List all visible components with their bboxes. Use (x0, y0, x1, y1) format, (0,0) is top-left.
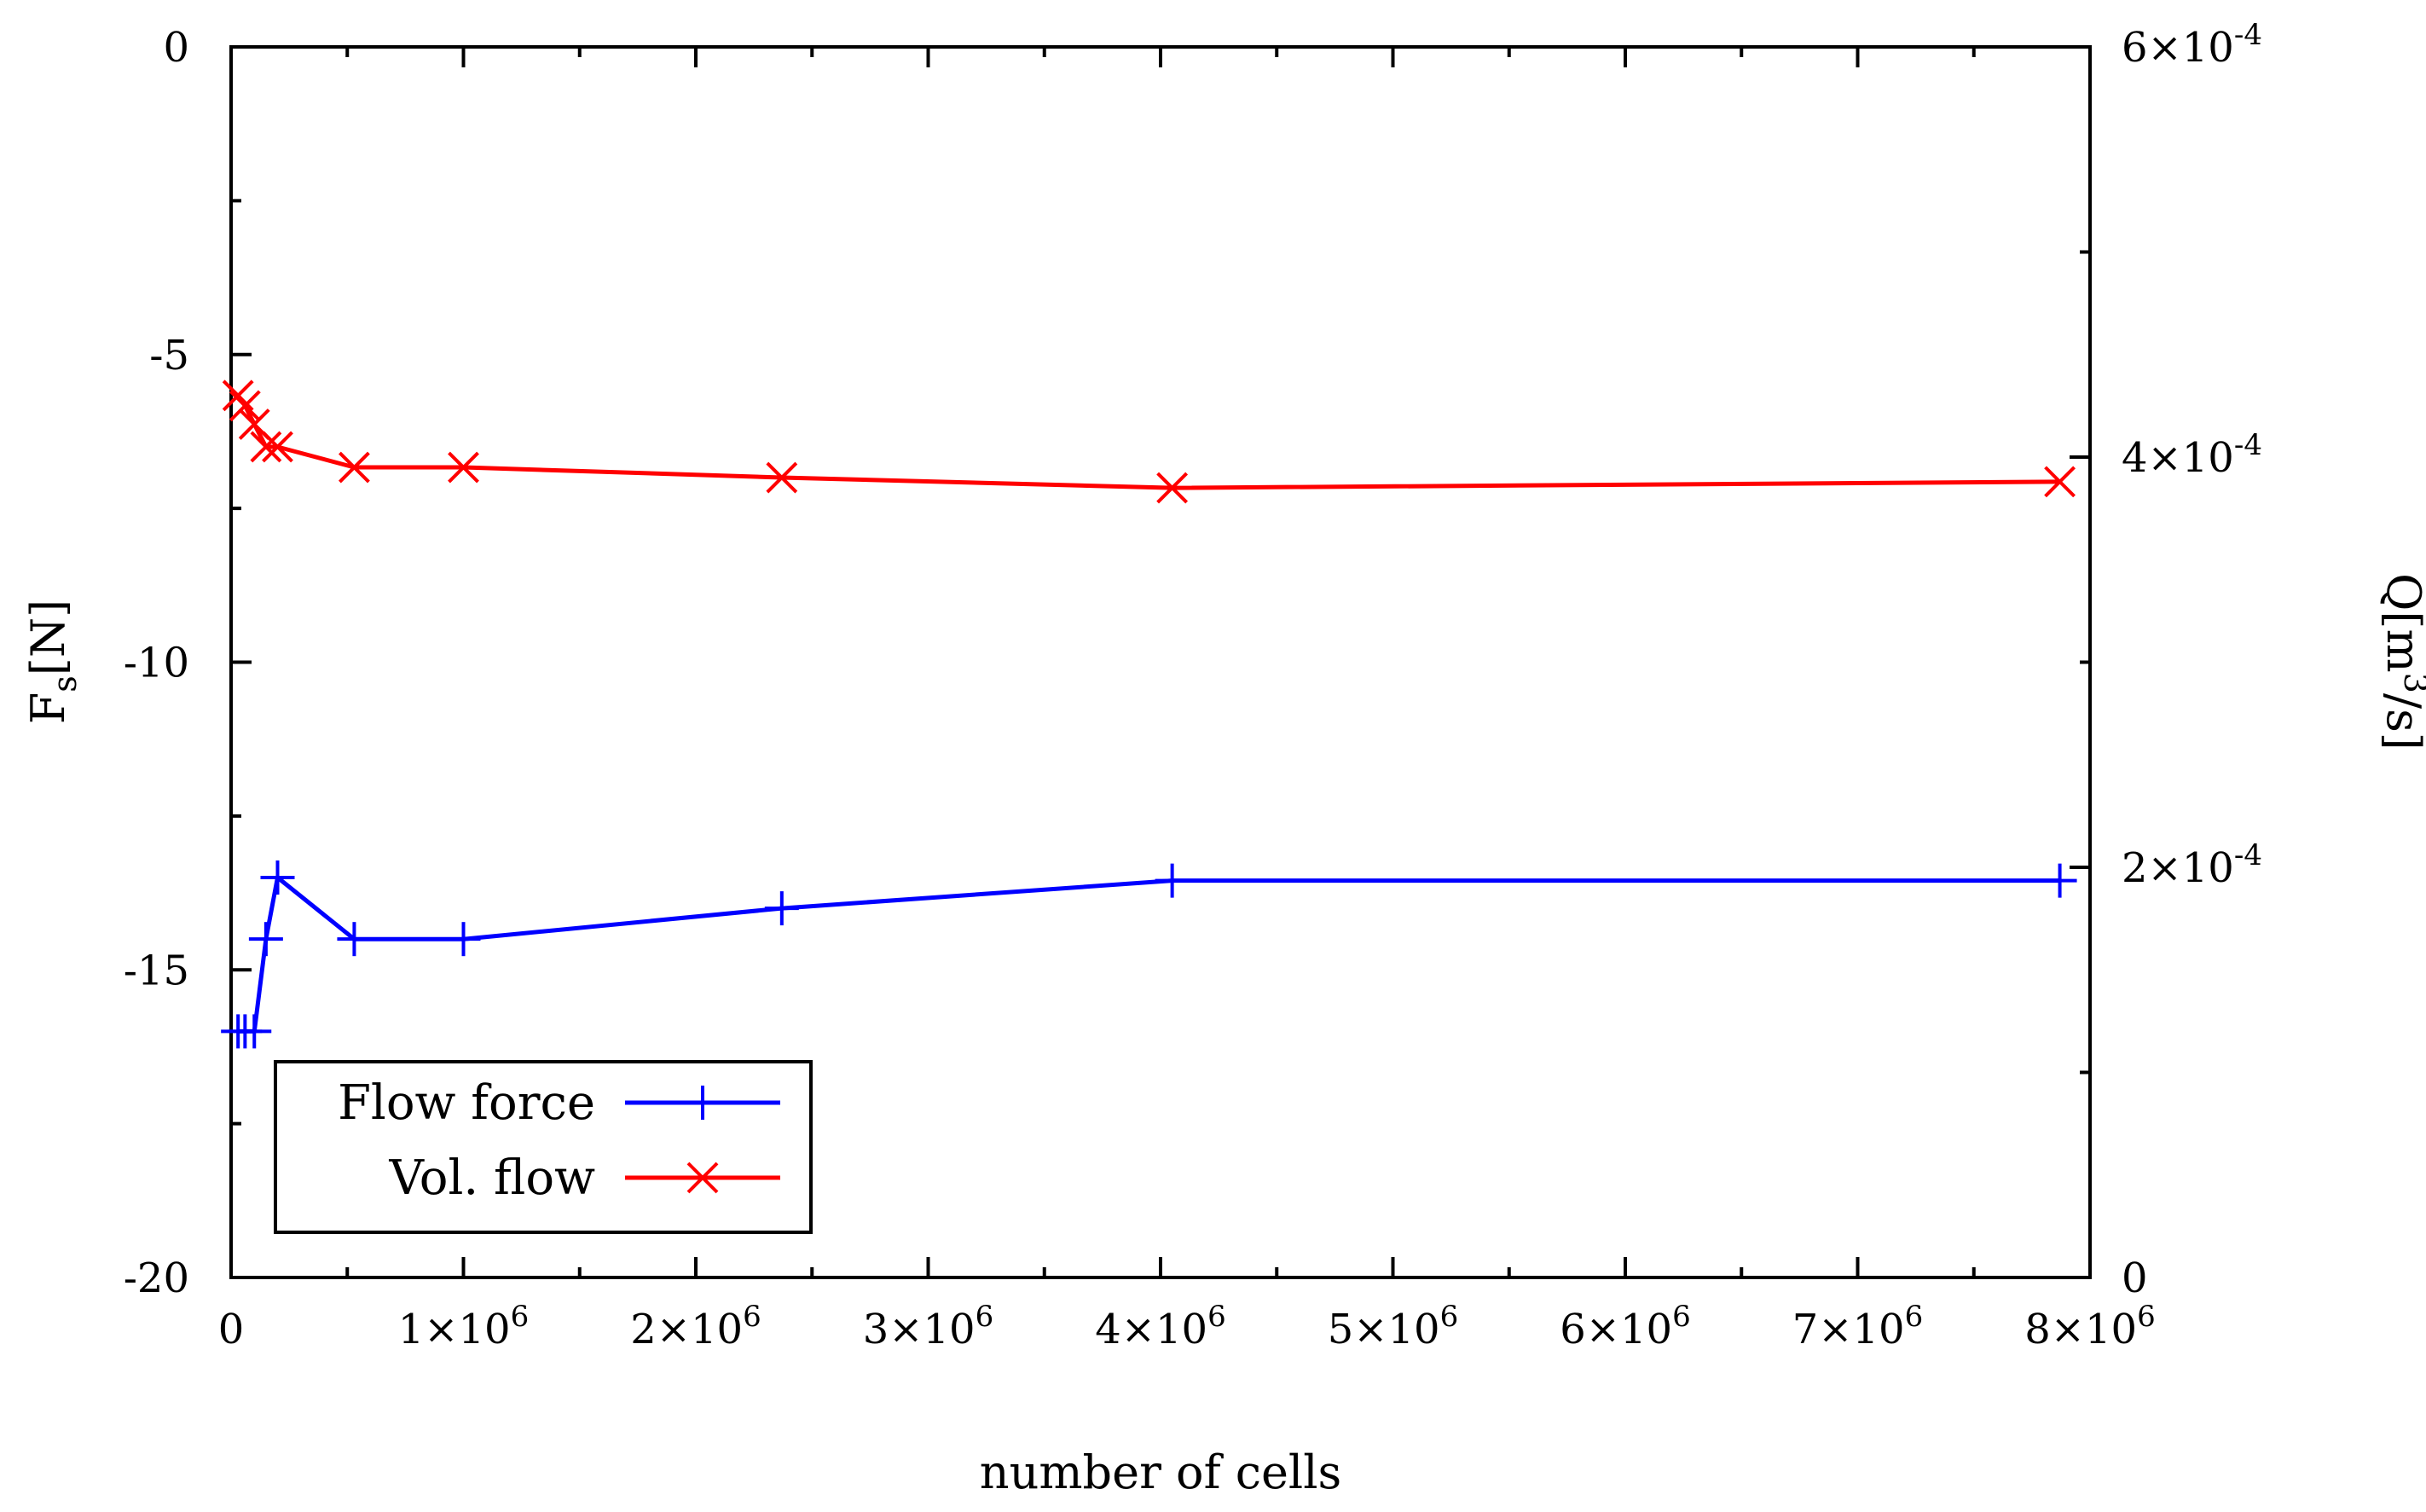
x-tick-label: 8×106 (2024, 1300, 2155, 1353)
series-flow-force (221, 860, 2077, 1049)
y2-axis-title-unit-open: [m (2377, 611, 2426, 672)
y-tick-label: -10 (124, 640, 189, 687)
data-point-vol-flow (222, 379, 254, 412)
series-layer (221, 379, 2077, 1049)
x-tick-label: 3×106 (863, 1300, 993, 1353)
y2-axis-title-unit-close: /s] (2377, 693, 2426, 750)
y-tick-label: -15 (124, 947, 189, 994)
data-point-flow-force (1155, 863, 1190, 898)
y2-axis-title: Q[m3/s] (2377, 573, 2426, 750)
data-point-flow-force (2042, 863, 2077, 898)
y2-tick-label: 4×10-4 (2122, 428, 2262, 482)
data-point-vol-flow (2044, 466, 2076, 498)
data-point-flow-force (260, 860, 295, 895)
y-tick-label: -20 (124, 1254, 189, 1302)
y-tick-labels: 0 -5 -10 -15 -20 (124, 24, 189, 1302)
y2-axis-title-sup: 3 (2397, 673, 2426, 693)
x-tick-label: 5×106 (1328, 1300, 1458, 1353)
data-point-vol-flow (766, 461, 798, 494)
y2-tick-label: 2×10-4 (2122, 838, 2262, 892)
x-tick-label: 6×106 (1560, 1300, 1690, 1353)
series-line-flow-force (238, 875, 2060, 1034)
legend-box (274, 1060, 813, 1234)
y-axis-title-unit: [N] (21, 600, 75, 675)
x-tick-label: 2×106 (630, 1300, 761, 1353)
data-point-vol-flow (229, 390, 261, 422)
legend: Flow force Vol. flow (274, 1060, 813, 1234)
data-point-flow-force (248, 922, 283, 957)
x-tick-label: 1×106 (398, 1300, 529, 1353)
y2-axis-title-main: Q (2377, 573, 2426, 611)
legend-label-flow-force: Flow force (338, 1075, 595, 1131)
legend-marker-vol-flow (686, 1162, 719, 1194)
legend-sample-flow-force (625, 1086, 780, 1120)
data-point-flow-force (337, 922, 372, 957)
y-axis-title: Fs[N] (21, 600, 84, 724)
y2-tick-labels: 0 2×10-4 4×10-4 6×10-4 (2122, 18, 2262, 1302)
x-axis-title: number of cells (980, 1445, 1341, 1499)
legend-sample-vol-flow (625, 1162, 780, 1194)
y-axis-title-sub: s (46, 675, 84, 692)
x-tick-labels: 0 1×106 2×106 3×106 4×106 5×106 6×106 7×106 8×10… (218, 1300, 2156, 1353)
tick-marks (229, 45, 2092, 1279)
data-point-flow-force (446, 922, 481, 957)
series-vol-flow (222, 379, 2076, 504)
y2-tick-label: 6×10-4 (2122, 18, 2262, 72)
legend-marker-flow-force (686, 1086, 720, 1120)
data-point-flow-force (764, 891, 799, 926)
data-point-vol-flow (262, 431, 293, 463)
x-tick-label: 7×106 (1792, 1300, 1923, 1353)
series-line-vol-flow (236, 394, 2060, 490)
data-point-flow-force (237, 1014, 272, 1049)
x-tick-label: 0 (218, 1306, 245, 1353)
legend-label-vol-flow: Vol. flow (388, 1150, 595, 1206)
y2-tick-label: 0 (2122, 1254, 2148, 1302)
data-point-vol-flow (339, 451, 370, 484)
y-tick-label: 0 (163, 24, 189, 72)
data-point-vol-flow (250, 431, 282, 463)
y-axis-title-main: F (21, 692, 75, 724)
data-point-vol-flow (1156, 472, 1189, 504)
y-tick-label: -5 (149, 332, 189, 379)
x-tick-label: 4×106 (1095, 1300, 1225, 1353)
data-point-vol-flow (448, 451, 479, 484)
